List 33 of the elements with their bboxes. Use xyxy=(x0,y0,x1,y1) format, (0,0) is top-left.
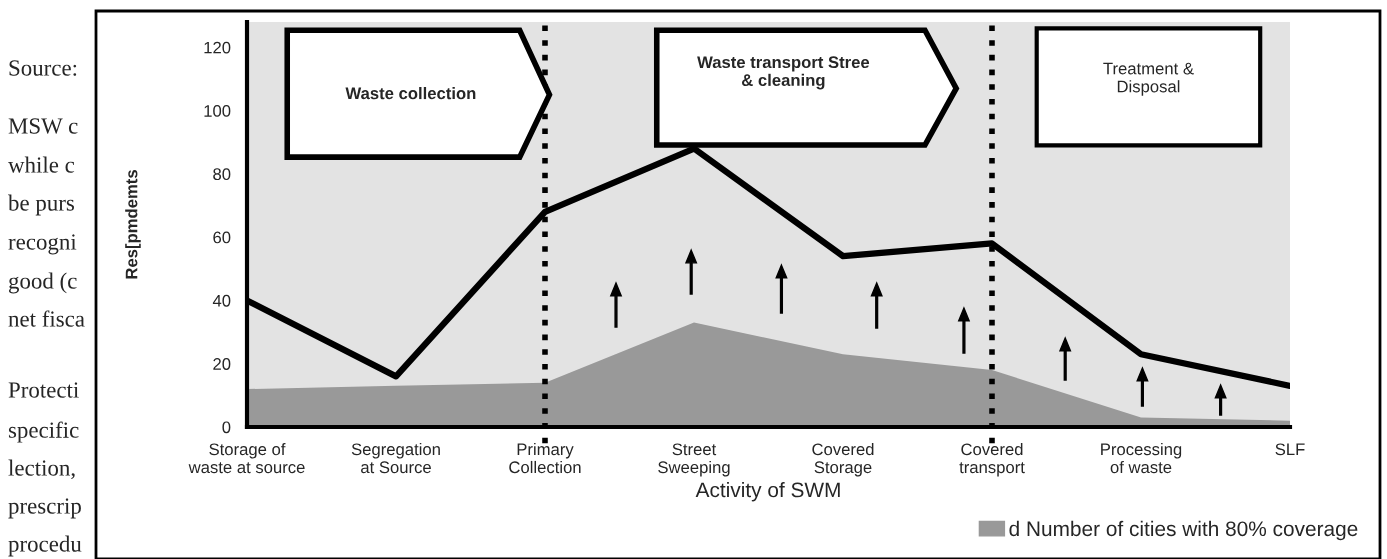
x-tick-label: Covered transport xyxy=(959,442,1025,477)
y-tick-label: 60 xyxy=(213,231,231,244)
text: net fisca xyxy=(8,310,85,327)
x-tick-label: Primary Collection xyxy=(509,442,581,474)
annotation: Waste collection xyxy=(345,87,476,100)
text: specific xyxy=(8,421,79,443)
text: prescrip xyxy=(8,498,81,519)
x-tick-label: SLF xyxy=(1275,443,1305,456)
x-tick-label: Street Sweeping xyxy=(658,443,730,477)
text: MSW c xyxy=(8,118,78,134)
y-tick-label: 0 xyxy=(222,421,231,434)
text: while c xyxy=(8,156,75,173)
x-tick-label: Covered Storage xyxy=(812,442,874,477)
text: procedu xyxy=(8,535,82,557)
text: Protecti xyxy=(8,382,79,398)
text: be purs xyxy=(8,194,74,216)
annotation: Waste transport Stree & cleaning xyxy=(697,56,870,90)
x-tick-label: Storage of waste at source xyxy=(188,442,305,474)
y-tick-label: 20 xyxy=(213,358,231,370)
x-tick-label: Processing of waste xyxy=(1101,442,1182,474)
source-note: Source: xyxy=(9,60,77,76)
legend-label: d Number of cities with 80% coverage xyxy=(1009,520,1358,541)
y-tick-label: 100 xyxy=(204,104,231,117)
text: recogni xyxy=(8,234,77,255)
x-tick-label: Segregation at Source xyxy=(351,442,440,474)
text: good (c xyxy=(8,272,77,294)
x-axis-title: Activity of SWM xyxy=(695,482,840,502)
y-tick-label: 120 xyxy=(204,41,231,54)
y-tick-label: 40 xyxy=(212,294,231,307)
y-axis-title: Res[pmdemts xyxy=(125,170,141,279)
annotation: Treatment & Disposal xyxy=(1103,62,1194,96)
y-tick-label: 80 xyxy=(213,168,231,181)
text: lection, xyxy=(8,459,75,480)
